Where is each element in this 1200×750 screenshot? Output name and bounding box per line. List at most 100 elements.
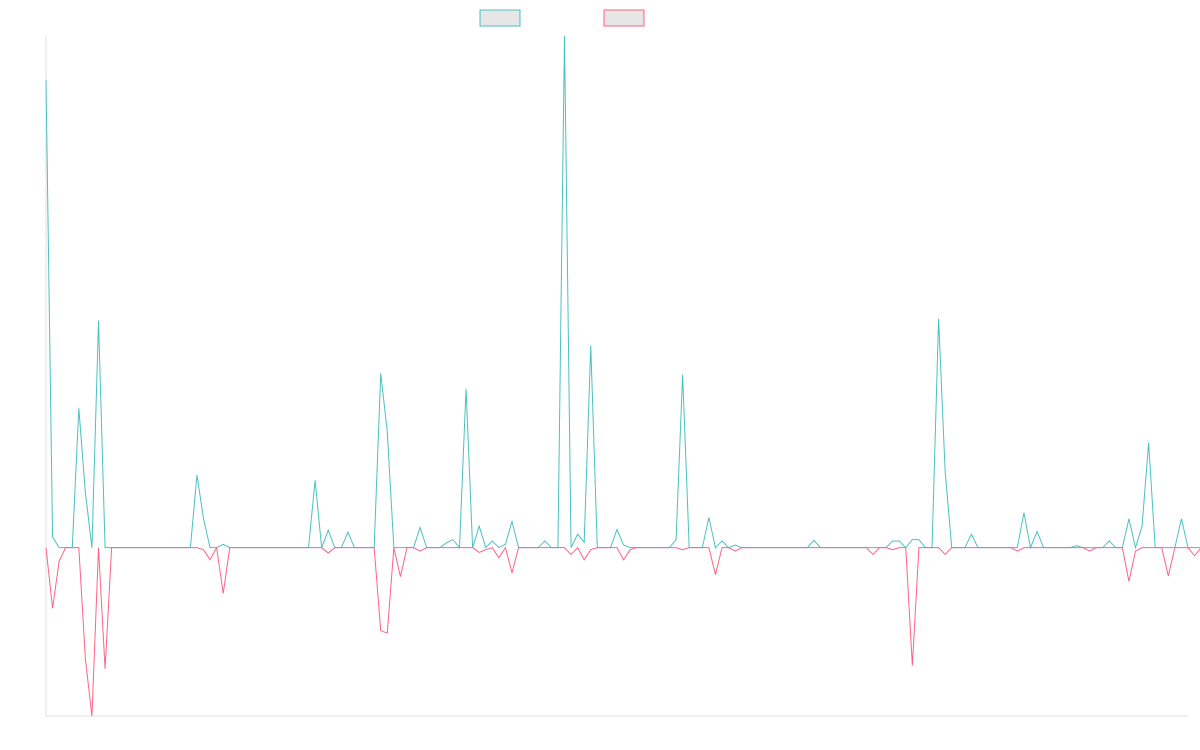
series-2-point[interactable] [694, 546, 698, 550]
series-2-point[interactable] [208, 558, 212, 562]
series-1-point[interactable] [812, 538, 816, 542]
series-2-point[interactable] [668, 546, 672, 550]
series-2-point[interactable] [333, 546, 337, 550]
series-2-point[interactable] [746, 546, 750, 550]
series-2-point[interactable] [569, 552, 573, 556]
series-1-point[interactable] [891, 539, 895, 543]
series-2-point[interactable] [681, 548, 685, 552]
series-2-point[interactable] [523, 546, 527, 550]
series-2-point[interactable] [221, 591, 225, 595]
series-1-point[interactable] [1166, 546, 1170, 550]
series-2-point[interactable] [884, 546, 888, 550]
series-1-point[interactable] [195, 473, 199, 477]
series-2-point[interactable] [766, 546, 770, 550]
series-1-point[interactable] [910, 538, 914, 542]
series-2-point[interactable] [1035, 546, 1039, 550]
series-2-point[interactable] [687, 546, 691, 550]
series-2-point[interactable] [412, 546, 416, 550]
series-2-point[interactable] [707, 546, 711, 550]
series-2-point[interactable] [543, 546, 547, 550]
series-2-point[interactable] [608, 546, 612, 550]
series-2-point[interactable] [930, 546, 934, 550]
series-2-point[interactable] [346, 546, 350, 550]
series-1-point[interactable] [589, 344, 593, 348]
series-1-point[interactable] [576, 532, 580, 536]
series-1-point[interactable] [1147, 441, 1151, 445]
series-2-point[interactable] [779, 546, 783, 550]
series-2-point[interactable] [549, 546, 553, 550]
legend-swatch-series-2[interactable] [603, 9, 645, 27]
series-1-point[interactable] [97, 319, 101, 323]
series-2-point[interactable] [1166, 574, 1170, 578]
series-2-point[interactable] [1114, 546, 1118, 550]
series-2-point[interactable] [51, 606, 55, 610]
series-2-point[interactable] [398, 575, 402, 579]
series-2-point[interactable] [858, 546, 862, 550]
series-2-point[interactable] [1042, 546, 1046, 550]
series-2-point[interactable] [773, 546, 777, 550]
series-1-point[interactable] [615, 528, 619, 532]
series-1-point[interactable] [943, 470, 947, 474]
series-2-point[interactable] [1061, 546, 1065, 550]
series-2-point[interactable] [313, 546, 317, 550]
series-2-point[interactable] [1140, 546, 1144, 550]
series-2-point[interactable] [1101, 546, 1105, 550]
series-1-point[interactable] [221, 542, 225, 546]
series-2-point[interactable] [759, 546, 763, 550]
series-1-point[interactable] [202, 517, 206, 521]
series-2-point[interactable] [878, 546, 882, 550]
series-2-point[interactable] [431, 546, 435, 550]
series-1-point[interactable] [969, 532, 973, 536]
series-2-point[interactable] [457, 546, 461, 550]
series-1-point[interactable] [897, 539, 901, 543]
series-2-point[interactable] [425, 546, 429, 550]
series-2-point[interactable] [1133, 549, 1137, 553]
series-2-point[interactable] [418, 549, 422, 553]
series-2-point[interactable] [825, 546, 829, 550]
series-1-point[interactable] [497, 546, 501, 550]
series-2-point[interactable] [1081, 546, 1085, 550]
series-2-point[interactable] [674, 546, 678, 550]
series-2-point[interactable] [1147, 546, 1151, 550]
series-1-point[interactable] [451, 538, 455, 542]
series-2-point[interactable] [556, 546, 560, 550]
series-2-point[interactable] [503, 546, 507, 550]
series-2-point[interactable] [169, 546, 173, 550]
series-2-point[interactable] [589, 548, 593, 552]
series-2-point[interactable] [70, 546, 74, 550]
series-2-point[interactable] [969, 546, 973, 550]
legend-swatch-series-1[interactable] [479, 9, 521, 27]
series-2-point[interactable] [628, 548, 632, 552]
series-2-point[interactable] [792, 546, 796, 550]
series-2-point[interactable] [149, 546, 153, 550]
series-2-point[interactable] [648, 546, 652, 550]
series-1-point[interactable] [1179, 517, 1183, 521]
series-2-point[interactable] [576, 546, 580, 550]
series-2-point[interactable] [57, 559, 61, 563]
series-2-point[interactable] [307, 546, 311, 550]
series-2-point[interactable] [215, 546, 219, 550]
series-2-point[interactable] [641, 546, 645, 550]
legend[interactable] [479, 9, 645, 27]
series-1-point[interactable] [871, 546, 875, 550]
series-2-point[interactable] [832, 546, 836, 550]
series-2-point[interactable] [326, 551, 330, 555]
series-2-point[interactable] [444, 546, 448, 550]
series-2-point[interactable] [1186, 546, 1190, 550]
series-1-point[interactable] [622, 543, 626, 547]
series-2-point[interactable] [740, 546, 744, 550]
series-1-point[interactable] [733, 543, 737, 547]
series-2-point[interactable] [1028, 546, 1032, 550]
series-2-point[interactable] [595, 546, 599, 550]
series-1-point[interactable] [326, 528, 330, 532]
series-1-point[interactable] [464, 387, 468, 391]
series-2-point[interactable] [897, 546, 901, 550]
series-2-point[interactable] [366, 546, 370, 550]
series-2-point[interactable] [110, 546, 114, 550]
series-2-point[interactable] [1160, 546, 1164, 550]
series-2-point[interactable] [1015, 549, 1019, 553]
series-2-point[interactable] [280, 546, 284, 550]
series-2-point[interactable] [471, 546, 475, 550]
series-1-point[interactable] [57, 546, 61, 550]
series-2-point[interactable] [392, 546, 396, 550]
